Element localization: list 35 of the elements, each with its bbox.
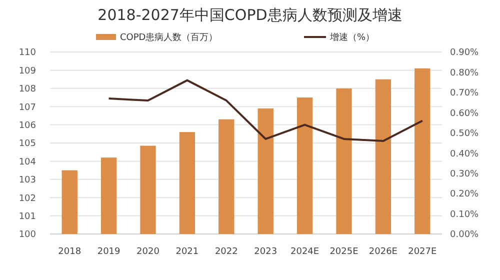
chart-title: 2018-2027年中国COPD患病人数预测及增速 [98, 6, 402, 24]
x-tick-label: 2026E [368, 247, 398, 257]
y2-tick-label: 0.50% [450, 129, 480, 140]
y2-tick-label: 0.90% [450, 48, 480, 58]
y2-tick-label: 0.40% [450, 149, 480, 160]
x-tick-label: 2019 [97, 247, 121, 257]
y-tick-label: 109 [18, 66, 36, 76]
y-tick-label: 107 [18, 102, 36, 113]
y2-tick-label: 0.70% [450, 88, 480, 99]
x-tick-label: 2021 [176, 247, 199, 257]
y-tick-label: 106 [18, 120, 36, 131]
x-tick-label: 2024E [290, 247, 320, 257]
x-tick-label: 2020 [136, 247, 160, 257]
y2-tick-label: 0.30% [450, 169, 480, 180]
legend-label: COPD患病人数（百万） [120, 32, 218, 43]
y2-tick-label: 0.60% [450, 108, 480, 119]
y2-tick-label: 0.00% [450, 230, 480, 240]
legend-label: 增速（%） [329, 32, 375, 43]
line-series [108, 79, 424, 142]
x-tick-label: 2027E [408, 247, 438, 257]
x-tick-label: 2023 [254, 247, 278, 257]
y-tick-label: 100 [18, 230, 36, 240]
y-tick-label: 103 [18, 176, 36, 186]
x-tick-label: 2022 [214, 247, 238, 257]
x-tick-label: 2018 [58, 247, 82, 257]
y-tick-label: 108 [18, 84, 36, 95]
y2-tick-label: 0.80% [450, 68, 480, 78]
x-tick-label: 2025E [330, 247, 359, 257]
y-tick-label: 101 [18, 212, 36, 222]
y-tick-label: 104 [18, 157, 36, 168]
y-tick-label: 102 [18, 194, 36, 204]
y2-tick-label: 0.10% [450, 210, 480, 220]
y-tick-label: 110 [18, 48, 36, 58]
y-tick-label: 105 [18, 139, 36, 150]
y2-tick-label: 0.20% [450, 190, 480, 200]
